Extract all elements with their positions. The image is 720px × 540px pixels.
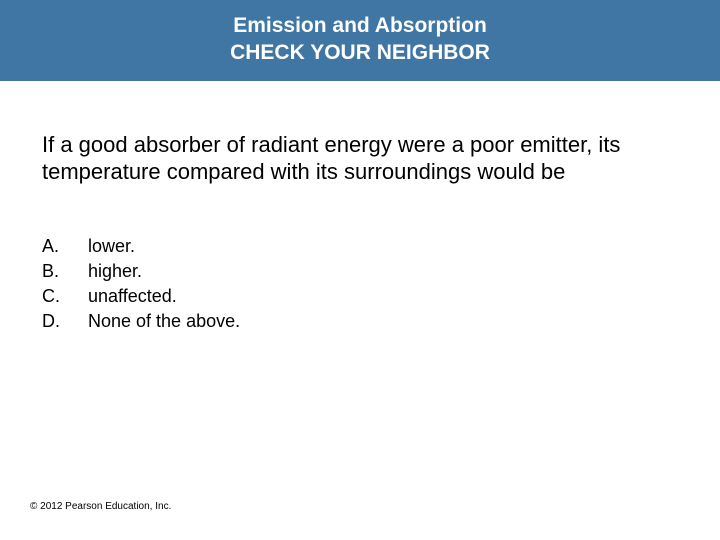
choice-item: C. unaffected. <box>42 286 240 311</box>
choice-list: A. lower. B. higher. C. unaffected. D. N… <box>42 236 240 336</box>
choice-item: A. lower. <box>42 236 240 261</box>
slide-content: If a good absorber of radiant energy wer… <box>0 81 720 336</box>
choice-letter: C. <box>42 286 88 311</box>
choice-letter: D. <box>42 311 88 336</box>
choice-item: D. None of the above. <box>42 311 240 336</box>
choice-item: B. higher. <box>42 261 240 286</box>
choice-text: unaffected. <box>88 286 240 311</box>
choice-text: lower. <box>88 236 240 261</box>
choice-letter: B. <box>42 261 88 286</box>
choice-letter: A. <box>42 236 88 261</box>
header-subtitle: CHECK YOUR NEIGHBOR <box>0 39 720 66</box>
copyright-footer: © 2012 Pearson Education, Inc. <box>30 501 171 512</box>
choice-text: None of the above. <box>88 311 240 336</box>
choice-text: higher. <box>88 261 240 286</box>
slide-header: Emission and Absorption CHECK YOUR NEIGH… <box>0 0 720 81</box>
header-topic: Emission and Absorption <box>0 12 720 39</box>
question-text: If a good absorber of radiant energy wer… <box>42 131 678 186</box>
